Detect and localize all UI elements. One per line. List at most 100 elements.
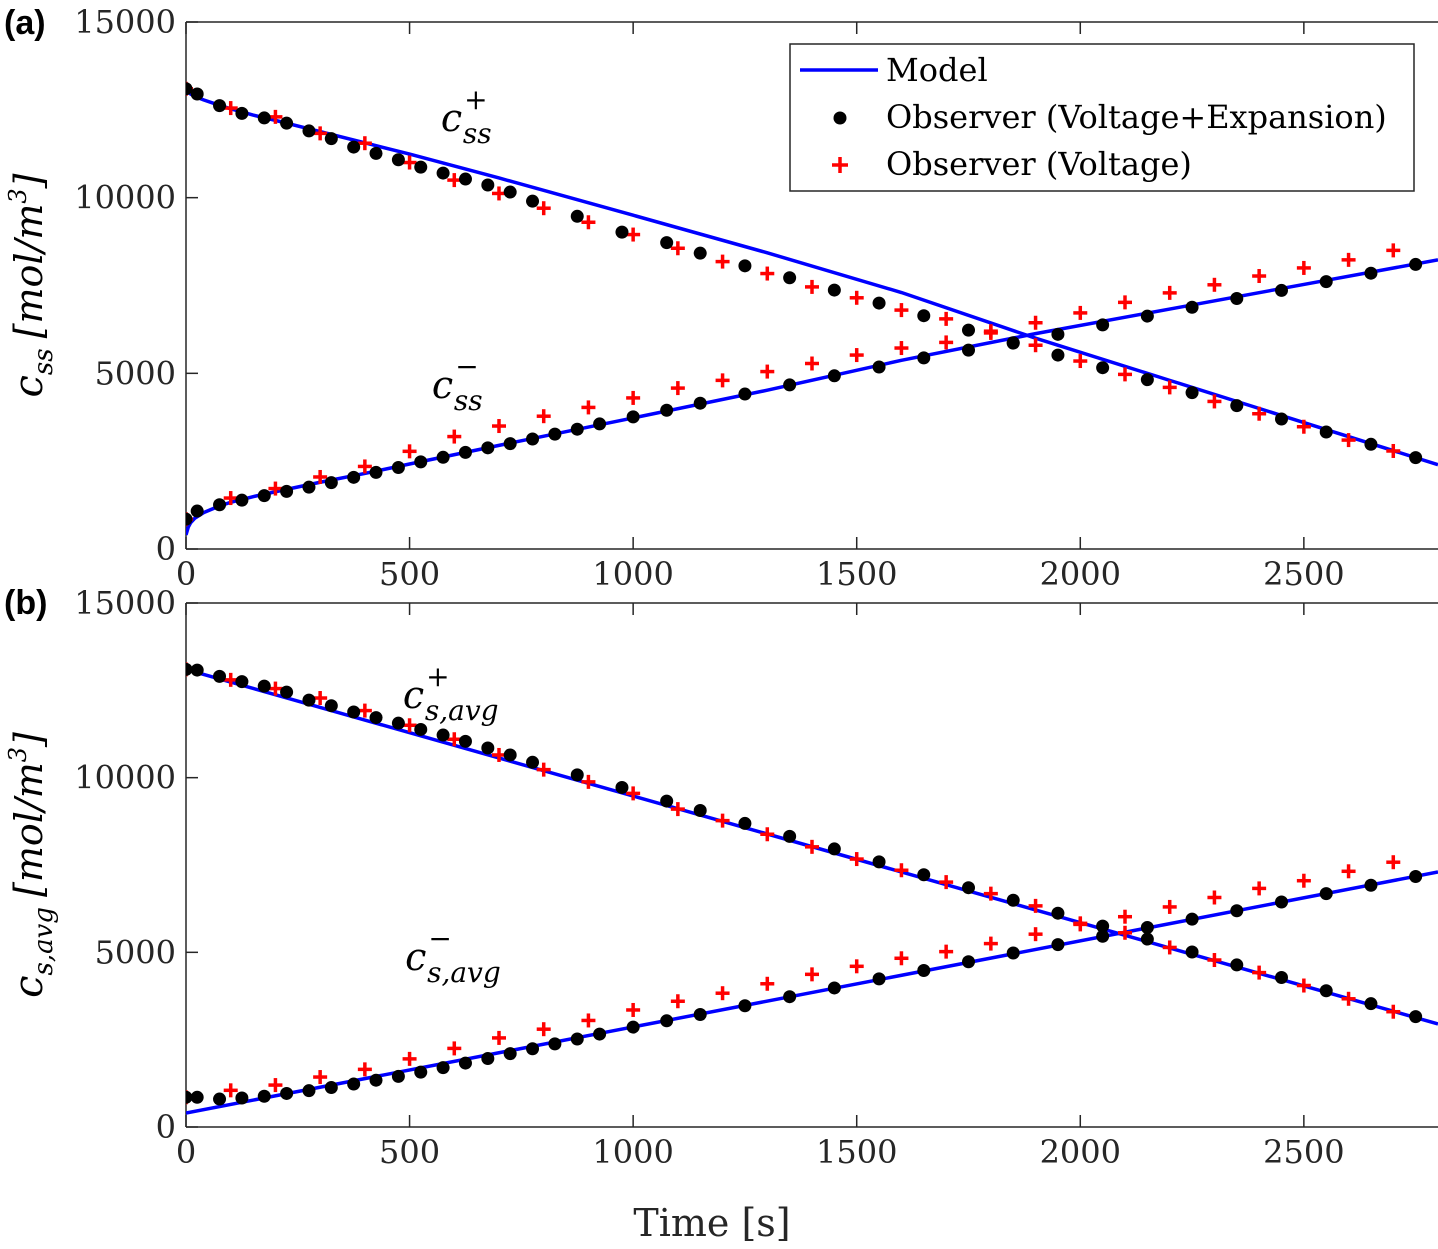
observer-v-marker: [402, 1051, 417, 1066]
x-tick-label: 2500: [1263, 555, 1344, 593]
panel-b: 0 500 1000 1500 2000 2500 0 5000 10000 15000 (b) cs…: [4, 584, 1438, 1245]
observer-v-marker: [268, 109, 283, 124]
observer-ve-marker: [503, 437, 517, 451]
observer-v-marker: [402, 718, 417, 733]
observer-ve-marker: [302, 480, 316, 494]
observer-ve-marker: [414, 1065, 428, 1079]
observer-ve-marker: [213, 669, 227, 683]
observer-ve-marker: [1051, 906, 1065, 920]
observer-ve-marker: [235, 675, 249, 689]
observer-ve-marker: [1051, 327, 1065, 341]
observer-ve-marker: [1230, 399, 1244, 413]
observer-ve-marker: [783, 378, 797, 392]
observer-v-marker: [1252, 269, 1267, 284]
observer-ve-marker: [1096, 929, 1110, 943]
observer-ve-marker: [1096, 318, 1110, 332]
observer-v-marker: [983, 886, 998, 901]
observer-ve-marker: [872, 972, 886, 986]
observer-v-marker: [1296, 978, 1311, 993]
observer-v-marker: [1207, 890, 1222, 905]
observer-v-marker: [581, 1013, 596, 1028]
observer-ve-marker: [1185, 300, 1199, 314]
observer-ve-marker: [190, 663, 204, 677]
observer-ve-marker: [827, 842, 841, 856]
observer-v-marker: [670, 381, 685, 396]
legend-model-label: Model: [886, 51, 988, 89]
observer-ve-marker: [391, 1069, 405, 1083]
observer-ve-marker: [1409, 870, 1423, 884]
observer-ve-marker: [257, 489, 271, 503]
observer-ve-marker: [186, 512, 193, 526]
observer-v-marker: [894, 303, 909, 318]
observer-ve-marker: [347, 470, 361, 484]
observer-ve-marker: [458, 734, 472, 748]
observer-ve-marker: [962, 955, 975, 969]
observer-v-marker: [1207, 277, 1222, 292]
observer-ve-marker: [1409, 257, 1423, 271]
observer-ve-marker: [1140, 921, 1154, 935]
observer-ve-marker: [1006, 946, 1020, 960]
x-tick-label: 500: [379, 1133, 440, 1171]
y-tick-label: 5000: [95, 933, 176, 971]
y-tick-label: 10000: [74, 759, 176, 797]
observer-ve-marker: [827, 981, 841, 995]
observer-v-marker: [536, 762, 551, 777]
observer-v-marker: [1073, 354, 1088, 369]
observer-ve-marker: [526, 755, 540, 769]
observer-ve-marker: [660, 236, 674, 250]
observer-v-marker: [939, 311, 954, 326]
observer-v-marker: [1162, 380, 1177, 395]
observer-ve-marker: [302, 693, 316, 707]
observer-v-marker: [939, 875, 954, 890]
observer-ve-marker: [917, 309, 931, 323]
observer-ve-marker: [347, 1077, 361, 1091]
observer-ve-marker: [1096, 919, 1110, 933]
observer-ve-marker: [615, 780, 629, 794]
observer-ve-marker: [1185, 912, 1199, 926]
observer-v-marker: [760, 266, 775, 281]
x-tick-label: 2500: [1263, 1133, 1344, 1171]
observer-ve-marker: [190, 1090, 204, 1104]
observer-ve-marker: [186, 1090, 193, 1104]
observer-ve-marker: [1230, 904, 1244, 918]
observer-ve-marker: [1275, 895, 1288, 909]
observer-ve-marker: [369, 146, 383, 160]
observer-v-marker: [626, 786, 641, 801]
observer-v-marker: [760, 364, 775, 379]
observer-ve-marker: [257, 111, 271, 125]
observer-ve-marker: [324, 1081, 338, 1095]
observer-ve-marker: [827, 283, 841, 297]
observer-v-marker: [849, 348, 864, 363]
observer-v-marker: [1118, 295, 1132, 310]
observer-ve-marker: [660, 794, 674, 808]
x-tick-label: 2000: [1040, 555, 1121, 593]
observer-v-marker: [805, 839, 819, 854]
observer-ve-marker: [1185, 945, 1199, 959]
observer-ve-marker: [738, 259, 752, 273]
observer-v-marker: [1386, 855, 1401, 870]
curve-annotation: c+ s,avg: [403, 660, 499, 727]
observer-ve-marker: [570, 768, 584, 782]
observer-v-marker: [670, 994, 685, 1009]
observer-ve-marker: [1319, 984, 1333, 998]
observer-ve-marker: [1364, 437, 1378, 451]
observer-ve-marker: [917, 963, 931, 977]
observer-v-marker: [581, 774, 596, 789]
observer-ve-marker: [626, 1020, 640, 1034]
observer-v-marker: [805, 279, 819, 294]
y-tick-label: 15000: [74, 584, 176, 622]
observer-v-marker: [581, 400, 596, 415]
observer-v-marker: [1207, 394, 1222, 409]
observer-ve-marker: [458, 172, 472, 186]
observer-v-marker: [670, 802, 685, 817]
observer-ve-marker: [481, 1052, 495, 1066]
observer-ve-marker: [1275, 283, 1288, 297]
observer-v-marker: [268, 681, 283, 696]
observer-ve-marker: [1319, 425, 1333, 439]
observer-ve-marker: [570, 1032, 584, 1046]
observer-ve-marker: [693, 804, 707, 818]
observer-ve-marker: [414, 455, 428, 469]
observer-ve-marker: [526, 1042, 540, 1056]
observer-v-marker: [939, 335, 954, 350]
